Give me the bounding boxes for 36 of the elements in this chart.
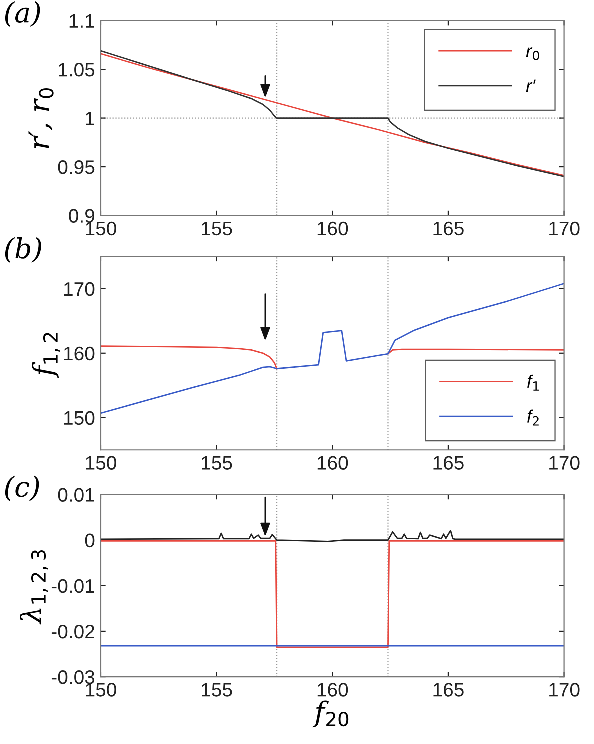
legend-label: r$_{0}$: [526, 48, 540, 60]
x-tick-label: 165: [434, 683, 464, 697]
x-tick-label: 170: [550, 222, 580, 236]
x-tick-label: 165: [434, 222, 464, 236]
x-tick-label: 160: [318, 456, 348, 470]
chart-title: (a): [5, 2, 40, 27]
y-tick-label: 0.95: [58, 160, 95, 174]
y-tick-label: 150: [64, 411, 95, 426]
x-tick-label: 155: [202, 456, 232, 470]
legend-label: r′: [526, 80, 536, 92]
x-tick-label: 155: [202, 222, 232, 236]
y-tick-label: 0: [85, 534, 95, 548]
y-tick-label: 170: [64, 282, 95, 296]
y-tick-label: 0.01: [58, 488, 94, 502]
x-tick-label: 165: [434, 456, 464, 470]
y-tick-label: 1.1: [70, 14, 94, 28]
y-axis-title: λ$_{1,2,3}$: [20, 550, 48, 625]
y-tick-label: 1: [86, 112, 94, 126]
y-tick-label: -0.03: [52, 670, 95, 684]
x-tick-label: 170: [550, 683, 580, 697]
legend-label: f$_{2}$: [528, 410, 539, 426]
x-tick-label: 160: [318, 683, 348, 697]
y-tick-label: 1.05: [59, 63, 95, 77]
legend-label: f$_{1}$: [528, 374, 539, 391]
y-tick-label: -0.01: [52, 579, 94, 594]
y-tick-label: -0.02: [52, 624, 94, 639]
y-tick-label: 160: [64, 346, 95, 361]
x-tick-label: 160: [318, 222, 348, 236]
chart-title: (c): [5, 476, 40, 502]
y-axis-title: r′, r$_{0}$: [28, 88, 54, 148]
x-tick-label: 155: [202, 683, 232, 697]
chart-title: (b): [5, 237, 42, 263]
x-axis-title: f$_{20}$: [312, 700, 349, 728]
y-axis-title: f$_{1,2}$: [32, 333, 60, 378]
y-tick-label: 0.9: [69, 209, 95, 223]
x-tick-label: 170: [550, 456, 580, 470]
